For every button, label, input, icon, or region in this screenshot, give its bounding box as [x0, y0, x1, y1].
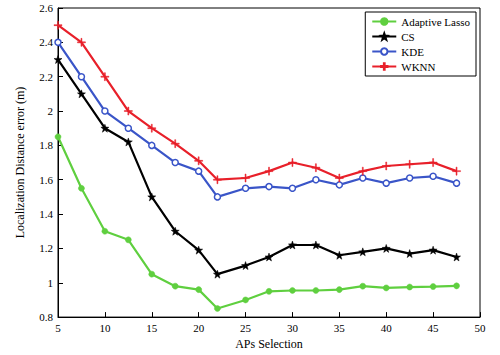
svg-text:2.4: 2.4: [39, 36, 53, 48]
svg-text:2: 2: [48, 105, 54, 117]
svg-text:1.8: 1.8: [39, 139, 53, 151]
svg-text:APs Selection: APs Selection: [235, 337, 303, 351]
svg-text:50: 50: [475, 322, 487, 334]
svg-text:WKNN: WKNN: [401, 61, 435, 73]
svg-text:1: 1: [48, 277, 54, 289]
svg-text:5: 5: [55, 322, 61, 334]
svg-text:45: 45: [428, 322, 440, 334]
svg-text:KDE: KDE: [401, 46, 424, 58]
svg-text:10: 10: [99, 322, 111, 334]
svg-text:1.2: 1.2: [39, 242, 53, 254]
svg-text:1.6: 1.6: [39, 174, 53, 186]
svg-text:0.8: 0.8: [39, 311, 53, 323]
svg-text:2.2: 2.2: [39, 71, 53, 83]
svg-text:35: 35: [334, 322, 346, 334]
svg-text:1.4: 1.4: [39, 208, 53, 220]
svg-text:30: 30: [287, 322, 299, 334]
svg-text:2.6: 2.6: [39, 2, 53, 14]
svg-text:25: 25: [240, 322, 252, 334]
svg-text:CS: CS: [401, 31, 414, 43]
svg-text:15: 15: [146, 322, 158, 334]
svg-text:Localization Distance error (m: Localization Distance error (m): [13, 87, 27, 239]
svg-text:Adaptive Lasso: Adaptive Lasso: [401, 16, 470, 28]
svg-text:20: 20: [193, 322, 205, 334]
svg-text:40: 40: [381, 322, 393, 334]
